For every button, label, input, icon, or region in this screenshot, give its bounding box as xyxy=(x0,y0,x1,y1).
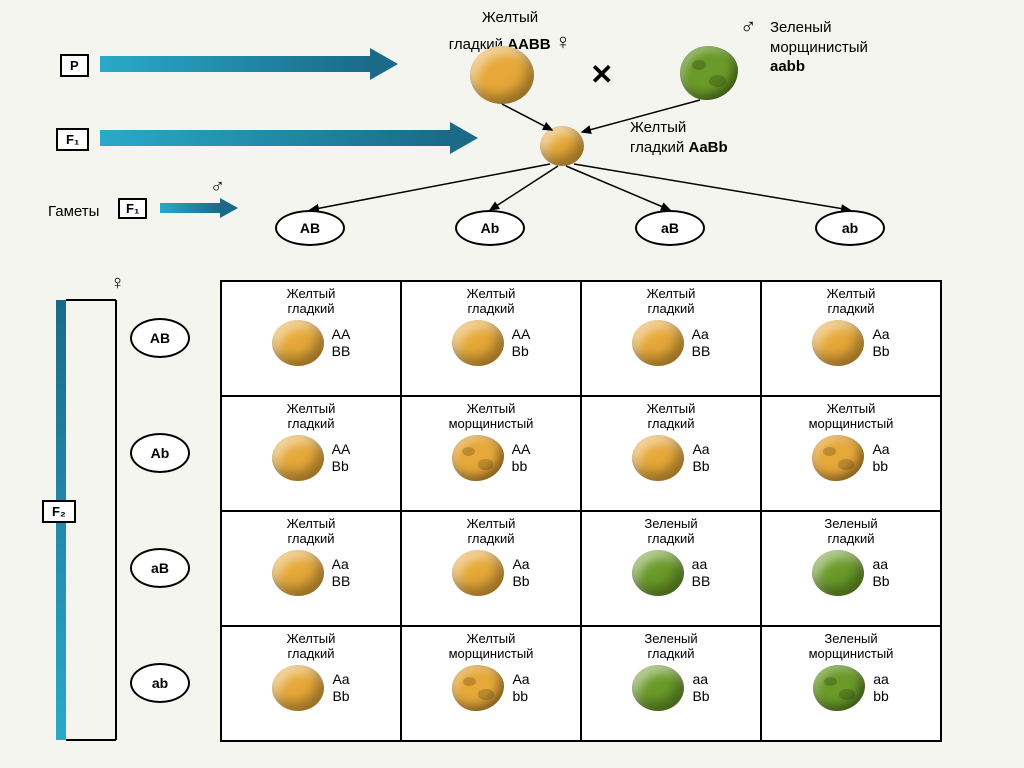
cell-genotype: aaBb xyxy=(872,556,889,590)
female-symbol-icon: ♀ xyxy=(555,29,572,54)
cell-phenotype: Желтыйгладкий xyxy=(228,516,394,546)
cell-phenotype: Желтыйгладкий xyxy=(228,631,394,661)
punnett-cell: Желтыйгладкий AABB xyxy=(221,281,401,396)
f1-line1: Желтый xyxy=(630,119,686,136)
cell-genotype: Aabb xyxy=(872,441,889,475)
cell-pea xyxy=(812,550,864,596)
pm-geno: aabb xyxy=(770,58,805,75)
cell-pea xyxy=(812,435,864,481)
punnett-cell: Желтыйгладкий AaBb xyxy=(221,626,401,741)
f1-pea xyxy=(540,126,584,166)
cell-pea xyxy=(632,320,684,366)
cell-genotype: AABB xyxy=(332,326,351,360)
cell-pea xyxy=(272,320,324,366)
cell-phenotype: Зеленыйгладкий xyxy=(588,516,754,546)
cell-pea xyxy=(813,665,865,711)
cell-pea xyxy=(452,550,504,596)
generation-label-p: P xyxy=(60,54,89,77)
cell-genotype: AaBB xyxy=(332,556,351,590)
col-gamete-ab: ab xyxy=(815,210,885,246)
col-gamete-Ab: Ab xyxy=(455,210,525,246)
cell-phenotype: Желтыйгладкий xyxy=(588,401,754,431)
row-gamete-ab: ab xyxy=(130,663,190,703)
punnett-cell: Зеленыйгладкий aaBB xyxy=(581,511,761,626)
cell-pea xyxy=(812,320,864,366)
f1-geno: AaBb xyxy=(688,139,727,156)
cell-phenotype: Желтыйгладкий xyxy=(408,286,574,316)
cell-genotype: AABb xyxy=(332,441,351,475)
cell-phenotype: Желтыйморщинистый xyxy=(768,401,934,431)
punnett-cell: Желтыйгладкий AaBB xyxy=(221,511,401,626)
gametes-label: Гаметы xyxy=(48,202,99,222)
cell-pea xyxy=(452,665,504,711)
punnett-square: ЖелтыйгладкийAABBЖелтыйгладкийAABbЖелтый… xyxy=(220,280,942,742)
punnett-cell: Желтыйгладкий AaBb xyxy=(581,396,761,511)
cell-phenotype: Желтыйгладкий xyxy=(588,286,754,316)
parent-female-pea xyxy=(470,46,534,104)
cell-pea xyxy=(272,550,324,596)
punnett-cell: Зеленыйгладкий aaBb xyxy=(761,511,941,626)
punnett-cell: Желтыйгладкий AABb xyxy=(401,281,581,396)
cell-phenotype: Желтыйгладкий xyxy=(768,286,934,316)
parent-male-pea xyxy=(680,46,738,100)
cell-genotype: AAbb xyxy=(512,441,531,475)
cell-phenotype: Желтыйгладкий xyxy=(228,401,394,431)
cell-phenotype: Зеленыйгладкий xyxy=(768,516,934,546)
generation-label-f1: F₁ xyxy=(56,128,89,151)
cell-pea xyxy=(632,665,684,711)
male-symbol-icon: ♂ xyxy=(740,14,757,40)
f1-label: Желтый гладкий AaBb xyxy=(630,118,830,157)
pf-line1: Желтый xyxy=(482,9,538,26)
row-gamete-aB: aB xyxy=(130,548,190,588)
cell-genotype: AaBb xyxy=(872,326,889,360)
punnett-cell: Желтыйгладкий AaBb xyxy=(401,511,581,626)
cell-phenotype: Желтыйгладкий xyxy=(408,516,574,546)
cell-pea xyxy=(452,320,504,366)
pm-line1: Зеленый xyxy=(770,19,831,36)
punnett-cell: Желтыйморщинистый AAbb xyxy=(401,396,581,511)
cell-pea xyxy=(272,665,324,711)
punnett-cell: Желтыйморщинистый Aabb xyxy=(761,396,941,511)
punnett-cell: Желтыйгладкий AaBB xyxy=(581,281,761,396)
cell-phenotype: Желтыйморщинистый xyxy=(408,631,574,661)
cell-genotype: AaBb xyxy=(332,671,349,705)
cell-genotype: aaBb xyxy=(692,671,709,705)
arrow-p xyxy=(100,52,400,76)
punnett-cell: Зеленыйморщинистый aabb xyxy=(761,626,941,741)
punnett-cell: Желтыйморщинистый Aabb xyxy=(401,626,581,741)
cell-pea xyxy=(632,550,684,596)
punnett-cell: Зеленыйгладкий aaBb xyxy=(581,626,761,741)
cell-phenotype: Зеленыйморщинистый xyxy=(768,631,934,661)
cell-genotype: AaBb xyxy=(692,441,709,475)
cell-phenotype: Зеленыйгладкий xyxy=(588,631,754,661)
cell-phenotype: Желтыйморщинистый xyxy=(408,401,574,431)
col-gamete-aB: aB xyxy=(635,210,705,246)
col-gamete-AB: AB xyxy=(275,210,345,246)
cell-genotype: AaBB xyxy=(692,326,711,360)
f1-line2: гладкий xyxy=(630,139,684,156)
male-symbol-gametes-icon: ♂ xyxy=(210,176,225,199)
arrow-gametes xyxy=(160,200,240,216)
generation-label-f1b: F₁ xyxy=(118,198,147,219)
cell-pea xyxy=(632,435,684,481)
cell-genotype: Aabb xyxy=(512,671,529,705)
pm-line2: морщинистый xyxy=(770,39,868,56)
cell-genotype: AaBb xyxy=(512,556,529,590)
cross-icon: ✕ xyxy=(590,58,613,91)
generation-label-f2: F₂ xyxy=(42,500,76,523)
cell-phenotype: Желтыйгладкий xyxy=(228,286,394,316)
row-gamete-AB: AB xyxy=(130,318,190,358)
row-gamete-Ab: Ab xyxy=(130,433,190,473)
punnett-cell: Желтыйгладкий AABb xyxy=(221,396,401,511)
punnett-cell: Желтыйгладкий AaBb xyxy=(761,281,941,396)
cell-pea xyxy=(452,435,504,481)
cell-genotype: aaBB xyxy=(692,556,711,590)
parent-male-label: Зеленый морщинистый aabb xyxy=(770,18,950,77)
arrow-f1 xyxy=(100,126,480,150)
cell-genotype: AABb xyxy=(512,326,531,360)
female-symbol-rows-icon: ♀ xyxy=(110,272,125,295)
cell-genotype: aabb xyxy=(873,671,889,705)
cell-pea xyxy=(272,435,324,481)
